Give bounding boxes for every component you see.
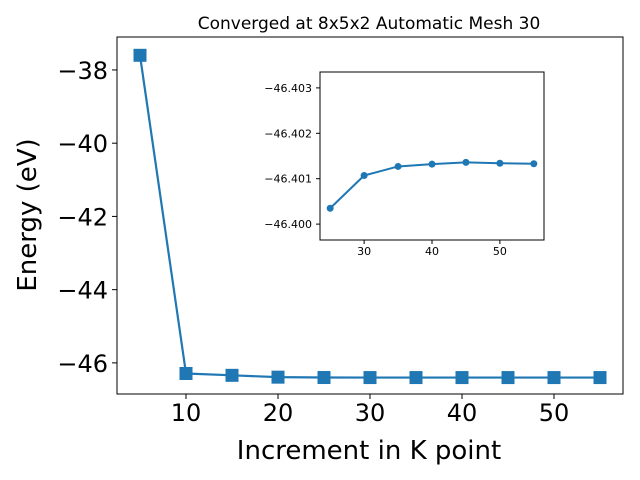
main-data-point [225,368,239,382]
main-y-tick-label: −46 [57,350,108,378]
main-data-point [179,366,193,380]
main-data-point [271,370,285,384]
main-data-point [547,371,561,385]
inset-x-tick-label: 40 [425,245,439,258]
main-y-tick-label: −38 [57,57,108,85]
x-axis-label: Increment in K point [237,436,501,466]
main-x-tick-label: 40 [447,399,478,427]
main-x-tick-label: 10 [171,399,202,427]
main-data-point [363,371,377,385]
inset-data-point [530,160,538,168]
main-plot: 10 20 30 40 50 −38 −40 −42 −44 −46 [57,36,624,427]
main-x-tick-label: 20 [263,399,294,427]
main-data-point [133,48,147,62]
main-data-point [593,371,607,385]
inset-y-tick-label: −46.402 [264,127,312,140]
inset-data-point [326,204,334,212]
inset-y-tick-label: −46.400 [264,218,312,231]
main-data-point [317,371,331,385]
main-x-axis: 10 20 30 40 50 [171,394,570,427]
inset-data-point [428,160,436,168]
main-y-tick-label: −40 [57,130,108,158]
main-y-tick-label: −44 [57,277,108,305]
main-data-point [409,371,423,385]
inset-series [326,158,538,212]
main-y-axis: −38 −40 −42 −44 −46 [57,57,117,378]
inset-y-tick-label: −46.403 [264,82,312,95]
main-y-tick-label: −42 [57,203,108,231]
main-x-tick-label: 50 [539,399,570,427]
main-x-tick-label: 30 [355,399,386,427]
main-chart-title: Converged at 8x5x2 Automatic Mesh 30 [198,14,541,34]
main-series [133,48,607,385]
main-data-point [501,371,515,385]
inset-data-point [394,162,402,170]
inset-x-tick-label: 30 [357,245,371,258]
inset-x-axis: 30 40 50 [357,240,507,258]
inset-data-point [360,172,368,180]
inset-data-point [462,158,470,166]
inset-y-axis: −46.403 −46.402 −46.401 −46.400 [264,82,320,231]
y-axis-label: Energy (eV) [13,138,43,291]
main-data-point [455,371,469,385]
inset-plot: 30 40 50 −46.403 −46.402 −46.401 −46.400 [264,71,545,258]
inset-data-point [496,159,504,167]
inset-plot-frame [319,71,545,241]
inset-y-tick-label: −46.401 [264,173,312,186]
inset-x-tick-label: 50 [493,245,507,258]
